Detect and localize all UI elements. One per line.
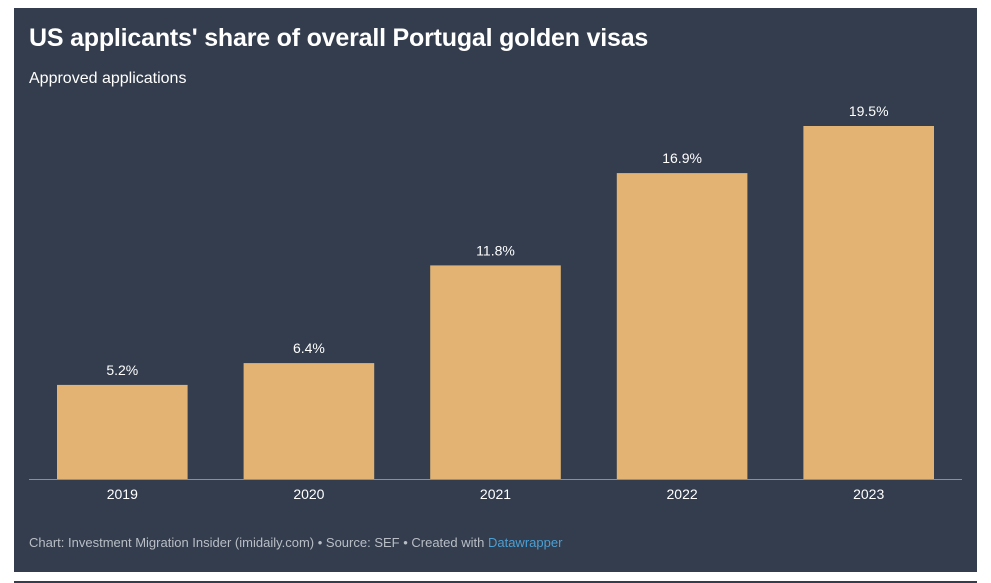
datawrapper-link[interactable]: Datawrapper (487, 535, 563, 550)
value-label-2019: 5.2% (106, 362, 138, 378)
bar-chart: 5.2% 6.4% 11.8% 16.9% 19.5% 2019 2020 2021 2022… (29, 103, 962, 502)
bars-layer (57, 126, 934, 479)
bar-2023 (803, 126, 934, 479)
x-tick-label-2022: 2022 (667, 486, 698, 502)
bar-2020 (243, 363, 375, 479)
bar-2022 (616, 173, 748, 479)
chart-subtitle: Approved applications (29, 70, 187, 87)
x-tick-label-2020: 2020 (293, 486, 324, 502)
bar-2019 (57, 384, 188, 479)
value-label-2020: 6.4% (293, 340, 325, 356)
x-tick-label-2019: 2019 (107, 486, 138, 502)
value-labels-layer: 5.2% 6.4% 11.8% 16.9% 19.5% (106, 103, 888, 378)
value-label-2023: 19.5% (849, 103, 889, 119)
footer-credits: Chart: Investment Migration Insider (imi… (29, 535, 488, 550)
chart-footer: Chart: Investment Migration Insider (imi… (29, 535, 562, 550)
bottom-divider (14, 581, 977, 583)
value-label-2021: 11.8% (476, 242, 515, 258)
bar-2021 (430, 265, 561, 479)
chart-panel: US applicants' share of overall Portugal… (14, 8, 977, 572)
value-label-2022: 16.9% (662, 150, 702, 166)
x-tick-labels-layer: 2019 2020 2021 2022 2023 (107, 486, 885, 502)
chart-title: US applicants' share of overall Portugal… (29, 24, 649, 52)
x-tick-label-2023: 2023 (853, 486, 884, 502)
x-tick-label-2021: 2021 (480, 486, 511, 502)
